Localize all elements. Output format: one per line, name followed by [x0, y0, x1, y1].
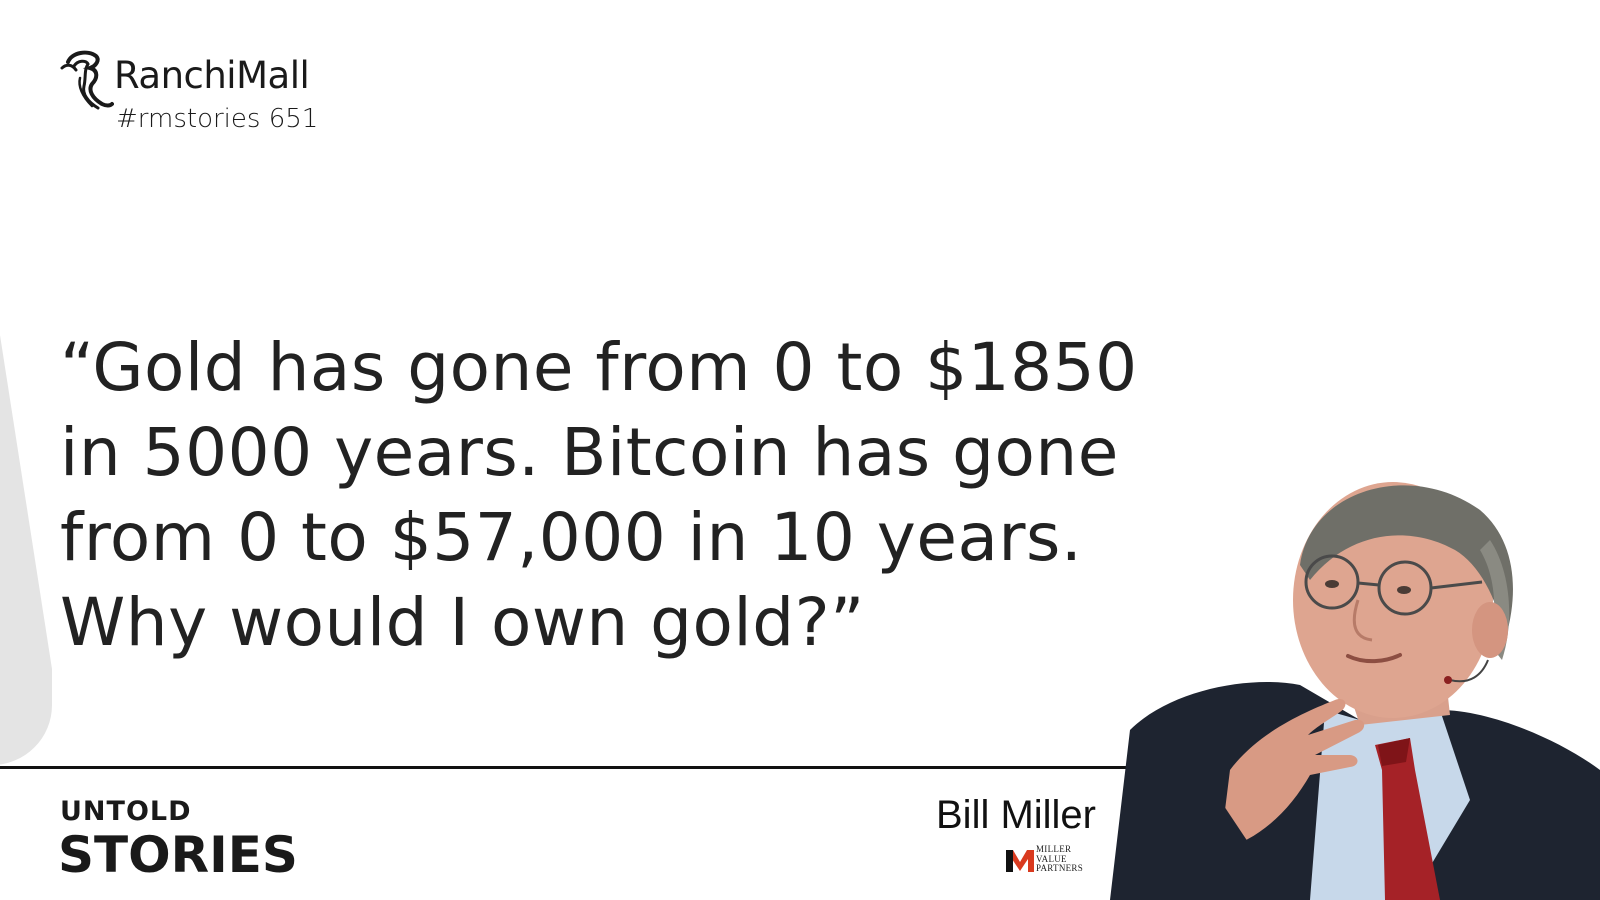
quote-line: in 5000 years. Bitcoin has gone — [60, 414, 1119, 491]
quote-line: “Gold has gone from 0 to $1850 — [60, 329, 1138, 406]
speaker-photo — [1110, 482, 1600, 900]
speaker-name: Bill Miller — [936, 793, 1096, 837]
quote-line: Why would I own gold?” — [60, 584, 865, 661]
series-label-untold: UNTOLD — [60, 796, 192, 827]
divider-line — [0, 766, 1140, 769]
seahorse-icon — [60, 50, 114, 110]
story-tag: #rmstories 651 — [116, 104, 319, 134]
company-name-line: MILLER — [1036, 844, 1072, 854]
company-name: MILLER VALUE PARTNERS — [1036, 844, 1106, 874]
company-name-line: PARTNERS — [1036, 863, 1084, 873]
company-m-icon — [1006, 850, 1034, 872]
quote-line: from 0 to $57,000 in 10 years. — [60, 499, 1083, 576]
company-name-line: VALUE — [1036, 853, 1067, 864]
brand-name: RanchiMall — [114, 54, 310, 97]
quote-text: “Gold has gone from 0 to $1850 in 5000 y… — [60, 325, 1200, 665]
decorative-side-shape — [0, 285, 52, 765]
series-label-stories: STORIES — [58, 826, 298, 884]
